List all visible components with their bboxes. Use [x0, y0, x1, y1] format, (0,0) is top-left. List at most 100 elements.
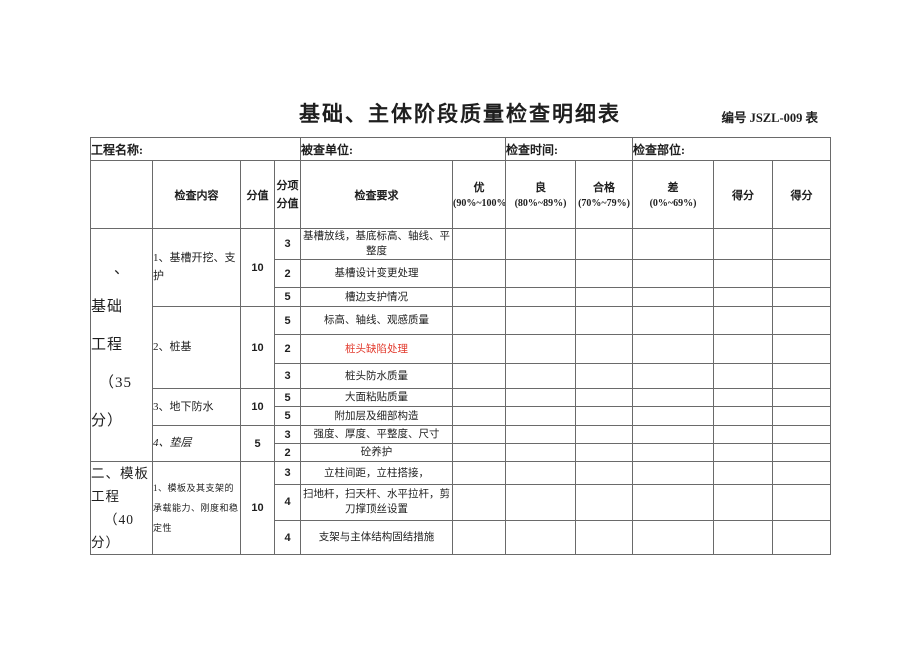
grade-cell	[632, 287, 714, 308]
section-label-line: 工程	[91, 489, 120, 505]
content-cell: 3、地下防水	[152, 388, 241, 427]
grade-cell	[452, 363, 506, 390]
score-cell: 10	[240, 306, 275, 390]
grade-cell	[575, 443, 633, 463]
section-header-empty	[90, 160, 153, 229]
requirement-cell-highlighted: 桩头缺陷处理	[300, 334, 453, 365]
sub-score-cell: 3	[274, 363, 301, 390]
grade-header-pass: 合格 (70%~79%)	[575, 160, 633, 229]
score-entry-cell	[771, 519, 832, 556]
score-entry-cell	[713, 227, 773, 261]
score-entry-cell	[713, 334, 773, 365]
score-entry-cell	[771, 461, 832, 485]
score-entry-cell	[713, 483, 773, 521]
grade-cell	[505, 425, 576, 445]
score-entry-cell	[713, 259, 773, 289]
section-label-line: （40	[104, 512, 134, 528]
grade-cell	[505, 443, 576, 463]
score-entry-cell	[771, 287, 832, 308]
project-name-label: 工程名称:	[90, 137, 301, 161]
section-label-line: 、	[113, 261, 129, 278]
inspection-table: 工程名称: 被查单位: 检查时间: 检查部位: 检查内容 分值 分项 分值 检查…	[90, 137, 832, 556]
content-cell: 1、模板及其支架的承载能力、刚度和稳定性	[152, 461, 241, 556]
grade-cell	[632, 425, 714, 445]
inspection-part-label: 检查部位:	[631, 137, 832, 161]
grade-cell	[575, 406, 633, 427]
sub-score-cell: 2	[274, 443, 301, 463]
header-row: 检查内容 分值 分项 分值 检查要求 优 (90%~100%) 良 (80%~8…	[90, 160, 832, 229]
grade-cell	[452, 483, 506, 521]
grade-cell	[575, 363, 633, 390]
sub-score-cell: 5	[274, 287, 301, 308]
table-row: 4 扫地杆，扫天杆、水平拉杆，剪刀撑顶丝设置	[91, 483, 832, 521]
section-label-formwork: 二、模板 工程 （40 分）	[90, 461, 153, 556]
grade-cell	[632, 406, 714, 427]
grade-cell	[575, 287, 633, 308]
score-entry-cell	[713, 363, 773, 390]
grade-cell	[505, 287, 576, 308]
sub-score-header: 分项 分值	[274, 160, 301, 229]
grade-cell	[452, 334, 506, 365]
table-row: 2 基槽设计变更处理	[91, 259, 832, 289]
section-label-line: （35	[99, 375, 133, 392]
sub-score-line2: 分值	[276, 197, 299, 210]
score-entry-cell	[713, 406, 773, 427]
sub-score-cell: 3	[274, 461, 301, 485]
grade-header-poor: 差 (0%~69%)	[632, 160, 714, 229]
section-label-line: 二、模板	[91, 466, 149, 482]
requirement-cell: 大面粘贴质量	[300, 388, 453, 408]
score-entry-cell	[713, 388, 773, 408]
grade-cell	[575, 519, 633, 556]
score-entry-cell	[713, 461, 773, 485]
section-label-foundation: 、 基础 工程 （35 分）	[90, 227, 153, 463]
score-entry-cell	[771, 334, 832, 365]
section-label-line: 基础	[91, 299, 124, 316]
grade-cell	[452, 519, 506, 556]
score-entry-cell	[771, 259, 832, 289]
sub-score-cell: 2	[274, 259, 301, 289]
score-entry-cell	[771, 406, 832, 427]
grade-cell	[575, 388, 633, 408]
grade-cell	[505, 519, 576, 556]
table-row: 5 附加层及细部构造	[91, 406, 832, 427]
score-cell: 5	[240, 425, 275, 463]
grade-cell	[575, 306, 633, 336]
grade-cell	[505, 227, 576, 261]
score-entry-cell	[713, 425, 773, 445]
grade-cell	[505, 334, 576, 365]
title-bar: 基础、主体阶段质量检查明细表 编号 JSZL-009 表	[90, 97, 830, 133]
grade-cell	[632, 334, 714, 365]
table-row: 二、模板 工程 （40 分） 1、模板及其支架的承载能力、刚度和稳定性 10 3…	[90, 461, 832, 556]
requirement-cell: 支架与主体结构固结措施	[300, 519, 453, 556]
doc-number: 编号 JSZL-009 表	[721, 111, 818, 125]
grade-cell	[632, 388, 714, 408]
section-label-line: 分）	[91, 535, 120, 551]
grade-cell	[452, 461, 506, 485]
requirement-cell: 基槽放线，基底标高、轴线、平整度	[300, 227, 453, 261]
requirement-cell: 附加层及细部构造	[300, 406, 453, 427]
score-cell: 10	[240, 388, 275, 427]
score-cell: 10	[240, 227, 275, 308]
score-entry-cell	[713, 443, 773, 463]
score-entry-cell	[713, 519, 773, 556]
grade-cell	[452, 287, 506, 308]
score-cell: 10	[240, 461, 275, 556]
grade-cell	[452, 406, 506, 427]
sub-score-cell: 3	[274, 425, 301, 445]
sub-score-cell: 4	[274, 519, 301, 556]
grade-cell	[452, 227, 506, 261]
requirement-cell: 砼养护	[300, 443, 453, 463]
requirement-cell: 强度、厚度、平整度、尺寸	[300, 425, 453, 445]
content-cell: 1、基槽开挖、支护	[152, 227, 241, 308]
inspection-time-label: 检查时间:	[505, 137, 633, 161]
requirement-cell: 标高、轴线、观感质量	[300, 306, 453, 336]
grade-cell	[575, 334, 633, 365]
requirement-cell: 立柱间距，立柱搭接，	[300, 461, 453, 485]
section-label-line: 工程	[91, 337, 124, 354]
content-header: 检查内容	[152, 160, 241, 229]
score-entry-cell	[713, 287, 773, 308]
grade-cell	[452, 306, 506, 336]
table-row: 3 桩头防水质量	[91, 363, 832, 390]
table-row: 4、垫层 5 3 强度、厚度、平整度、尺寸	[91, 425, 832, 463]
